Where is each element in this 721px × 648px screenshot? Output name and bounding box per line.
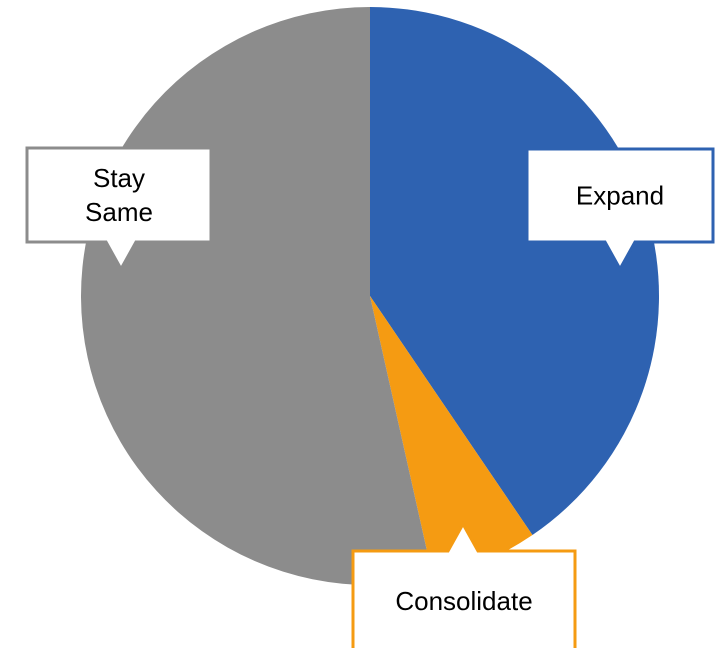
callout-consolidate: Consolidate [351, 520, 577, 648]
pie-slices [80, 7, 660, 585]
slice-label-consolidate: Consolidate [395, 586, 532, 616]
slice-label-stay-same-line-2: Same [85, 197, 153, 227]
slice-label-expand: Expand [576, 181, 664, 211]
slice-label-stay-same-line-1: Stay [93, 163, 145, 193]
callout-box-stay-same [25, 146, 213, 273]
pie-slice-expand [370, 7, 660, 536]
pie-callouts: Expand Consolidate Stay Same [25, 146, 715, 648]
pie-slice-consolidate [370, 296, 533, 579]
callout-stay-same: Stay Same [25, 146, 213, 273]
callout-box-consolidate [351, 520, 577, 648]
callout-box-expand [525, 147, 715, 273]
callout-expand: Expand [525, 147, 715, 273]
